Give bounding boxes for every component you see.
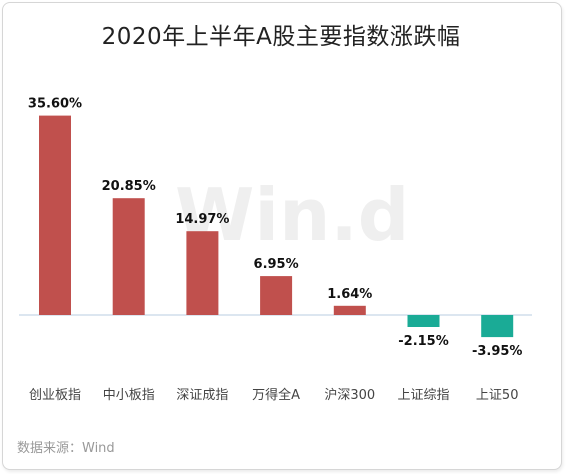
data-label-1: 35.60% — [28, 97, 82, 112]
category-label-6: 上证综指 — [397, 388, 449, 403]
data-label-5: 1.64% — [327, 287, 372, 302]
data-label-3: 14.97% — [175, 212, 229, 227]
bar-1 — [39, 115, 71, 315]
category-label-1: 创业板指 — [29, 388, 81, 403]
bar-3 — [186, 231, 219, 315]
bar-5 — [333, 305, 366, 315]
data-label-2: 20.85% — [102, 179, 156, 194]
chart-title: 2020年上半年A股主要指数涨跌幅 — [101, 24, 461, 50]
data-label-7: -3.95% — [472, 344, 523, 359]
category-label-2: 中小板指 — [103, 388, 155, 403]
bar-6 — [407, 315, 440, 327]
category-label-4: 万得全A — [252, 387, 300, 403]
data-source: 数据来源：Wind — [17, 441, 115, 456]
bar-4 — [260, 276, 293, 315]
data-label-6: -2.15% — [398, 334, 449, 349]
chart-card — [2, 2, 562, 470]
data-label-4: 6.95% — [254, 257, 299, 272]
category-label-5: 沪深300 — [324, 387, 375, 403]
bar-7 — [481, 315, 514, 338]
bar-2 — [112, 198, 145, 315]
category-label-3: 深证成指 — [176, 388, 228, 403]
category-label-7: 上证50 — [476, 388, 519, 403]
